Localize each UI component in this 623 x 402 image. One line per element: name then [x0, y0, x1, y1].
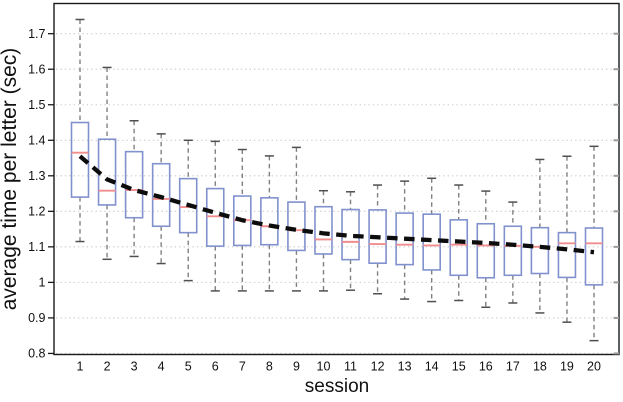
x-tick-label: 8 — [266, 360, 273, 374]
x-axis-title: session — [305, 376, 369, 397]
iqr-box — [449, 219, 469, 277]
axis-ticks: 0.80.911.11.21.31.41.51.61.71 2 3 4 5 6 7 8 9 10 1… — [28, 27, 619, 374]
x-tick-label: 14 — [425, 360, 439, 374]
box-whisker-item — [314, 189, 333, 292]
box-whisker-item — [178, 139, 198, 282]
x-tick-label: 20 — [587, 360, 601, 374]
y-tick-label: 1.3 — [28, 169, 45, 183]
box-whisker-item — [70, 18, 90, 243]
x-tick-label: 11 — [344, 360, 357, 374]
iqr-box — [70, 121, 90, 198]
iqr-box — [530, 226, 550, 275]
box-whisker-item — [97, 66, 117, 261]
x-tick-label: 4 — [158, 360, 165, 374]
iqr-box — [124, 150, 144, 219]
iqr-box — [557, 231, 577, 279]
iqr-box — [205, 187, 225, 247]
iqr-box — [260, 197, 279, 246]
box-whisker-item — [341, 191, 360, 291]
plot-frame — [53, 2, 620, 356]
box-whisker-item — [584, 145, 604, 342]
plot-border — [53, 2, 620, 356]
box-whisker-item — [503, 201, 523, 304]
x-tick-label: 2 — [104, 360, 111, 374]
box-whisker-series — [70, 18, 604, 342]
x-tick-label: 1 — [77, 360, 84, 374]
x-tick-label: 5 — [185, 360, 192, 374]
y-axis-title: average time per letter (sec) — [0, 48, 21, 311]
box-whisker-item — [476, 190, 496, 308]
x-tick-label: 19 — [560, 360, 574, 374]
iqr-box — [476, 222, 496, 279]
x-tick-label: 7 — [239, 360, 246, 374]
iqr-box — [151, 162, 171, 228]
y-tick-label: 1.6 — [28, 62, 45, 76]
iqr-box — [314, 205, 333, 255]
x-tick-label: 10 — [317, 360, 331, 374]
box-whisker-item — [368, 184, 387, 295]
box-whisker-item — [287, 146, 306, 292]
x-tick-label: 12 — [371, 360, 385, 374]
box-whisker-item — [530, 158, 550, 314]
x-tick-label: 6 — [212, 360, 219, 374]
y-tick-label: 0.9 — [28, 311, 45, 325]
x-tick-label: 16 — [479, 360, 493, 374]
x-tick-label: 15 — [452, 360, 466, 374]
x-tick-label: 13 — [398, 360, 412, 374]
iqr-box — [584, 227, 604, 286]
x-tick-label: 18 — [533, 360, 547, 374]
y-tick-label: 1.1 — [28, 240, 45, 254]
box-whisker-item — [557, 155, 577, 323]
y-tick-label: 1.2 — [28, 205, 45, 219]
trend-line — [78, 154, 595, 255]
y-tick-label: 1.5 — [28, 98, 45, 112]
trend-dashed-line — [78, 154, 595, 255]
y-tick-label: 1.7 — [28, 27, 45, 41]
iqr-box — [503, 225, 523, 277]
x-tick-label: 17 — [506, 360, 520, 374]
y-tick-label: 1 — [39, 276, 46, 290]
x-tick-label: 9 — [293, 360, 300, 374]
axis-labels: session average time per letter (sec) — [0, 48, 369, 397]
iqr-box — [422, 213, 441, 271]
iqr-box — [287, 201, 306, 252]
y-tick-label: 0.8 — [28, 347, 45, 361]
y-tick-label: 1.4 — [28, 133, 45, 147]
iqr-box — [368, 209, 387, 264]
x-tick-label: 3 — [131, 360, 138, 374]
box-whisker-item — [449, 184, 469, 302]
